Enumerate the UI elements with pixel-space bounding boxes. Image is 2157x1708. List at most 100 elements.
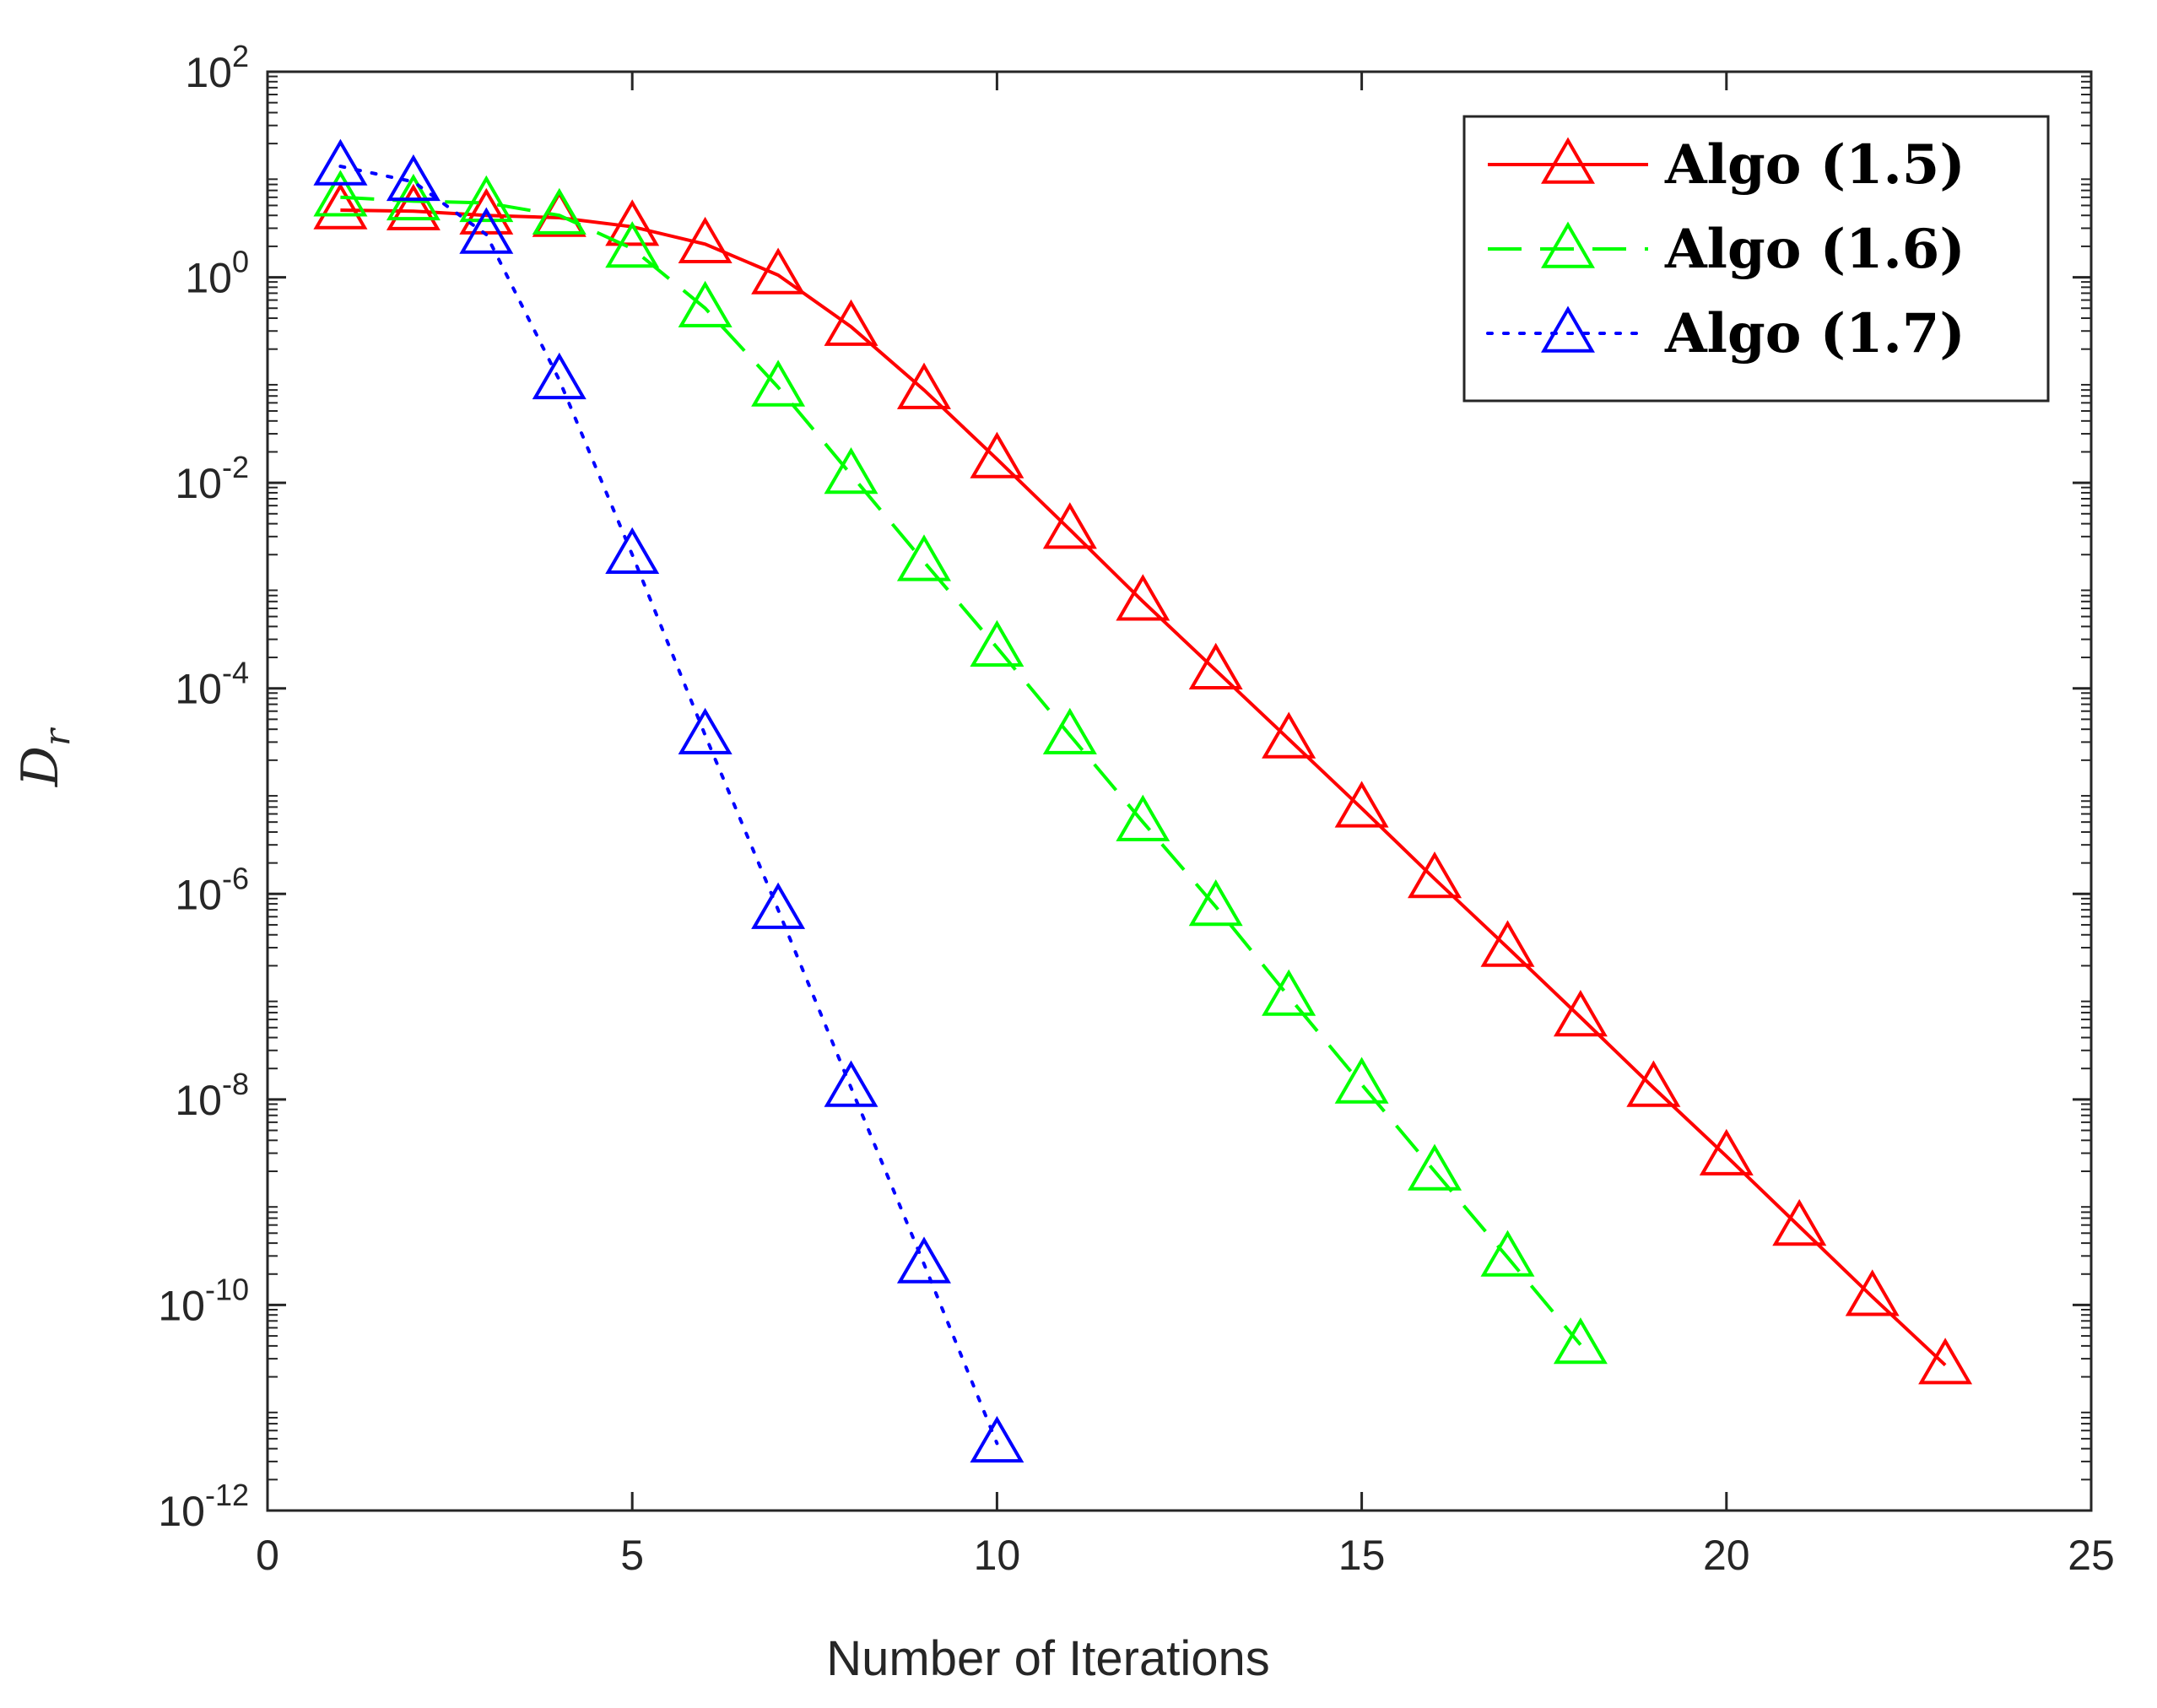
data-point-marker [386, 154, 441, 202]
data-point-marker [970, 431, 1024, 478]
data-point-marker [1042, 707, 1097, 754]
data-point-marker [1188, 642, 1243, 689]
data-point-marker [970, 619, 1024, 667]
y-tick-label-base: 10 [175, 871, 222, 918]
y-tick-label: 10-12 [158, 1478, 249, 1535]
data-point-marker [678, 707, 733, 754]
legend-marker [1541, 221, 1595, 268]
y-tick-label-base: 10 [158, 1282, 205, 1329]
data-point-marker [824, 447, 878, 495]
data-point-marker [1042, 502, 1097, 549]
axes-layer: 0 5 10 15 20 2510210010-210-410-610-810-1010-… [158, 39, 2114, 1579]
y-tick-label-base: 10 [185, 255, 232, 302]
plot-frame [266, 70, 2093, 1512]
data-point-marker [386, 183, 441, 230]
series-line [338, 165, 999, 1446]
data-point-marker [896, 534, 951, 581]
data-point-marker [1699, 1128, 1754, 1176]
y-tick-label-exponent: -12 [205, 1478, 249, 1512]
data-point-marker [1553, 990, 1608, 1037]
data-point-marker [313, 138, 368, 186]
data-point-marker [896, 362, 951, 409]
data-point-marker [459, 207, 514, 254]
y-tick-label: 102 [185, 39, 249, 96]
x-tick-label: 10 [974, 1532, 1021, 1579]
data-point-marker [1845, 1269, 1900, 1316]
data-point-marker [1626, 1060, 1681, 1107]
y-tick-label: 10-2 [175, 450, 249, 507]
data-point-marker [751, 882, 806, 929]
y-tick-label-base: 10 [175, 1077, 222, 1124]
x-tick-label: 15 [1338, 1532, 1386, 1579]
data-point-marker [1188, 879, 1243, 927]
data-point-marker [532, 352, 587, 400]
series-line [340, 208, 1947, 1367]
y-tick-label-exponent: -10 [205, 1272, 249, 1306]
data-point-marker [1408, 851, 1462, 899]
legend-entry: Algo (1.6) [1488, 218, 1965, 281]
legend-marker [1541, 305, 1595, 353]
data-point-marker [751, 359, 806, 407]
y-tick-label: 10-8 [175, 1067, 249, 1124]
x-tick-label: 25 [2068, 1532, 2115, 1579]
data-point-marker [896, 1236, 951, 1284]
x-axis-label: Number of Iterations [826, 1631, 1269, 1686]
data-point-marker [1116, 794, 1170, 841]
y-axis-label-subscript: r [36, 727, 78, 746]
series-layer [313, 138, 1973, 1463]
data-point-marker [1553, 1317, 1608, 1365]
legend-label: Algo (1.5) [1664, 133, 1965, 197]
data-point-marker [605, 199, 660, 246]
y-tick-label-base: 10 [175, 460, 222, 507]
y-tick-label-exponent: -6 [222, 861, 249, 895]
x-tick-label: 5 [620, 1532, 644, 1579]
data-point-marker [1918, 1338, 1973, 1385]
data-point-marker [824, 1060, 878, 1107]
legend-label: Algo (1.7) [1664, 302, 1965, 365]
x-tick-label: 0 [256, 1532, 279, 1579]
y-tick-label-base: 10 [175, 666, 222, 713]
data-point-marker [605, 527, 660, 574]
y-tick-label-exponent: 2 [232, 39, 249, 73]
legend: Algo (1.5) Algo (1.6) Algo (1.7) [1462, 115, 2050, 403]
data-point-marker [1408, 1143, 1462, 1191]
data-point-marker [1262, 969, 1316, 1016]
y-tick-label-exponent: 0 [232, 245, 249, 279]
y-tick-label: 10-4 [175, 656, 249, 713]
data-point-marker [1262, 711, 1316, 759]
legend-entry: Algo (1.5) [1488, 133, 1965, 197]
data-point-marker [313, 182, 368, 230]
data-point-marker [970, 1415, 1024, 1463]
data-point-marker [532, 187, 587, 235]
y-tick-label-exponent: -4 [222, 656, 249, 690]
legend-entry: Algo (1.7) [1486, 302, 1965, 365]
y-tick-label: 100 [185, 245, 249, 302]
y-tick-label: 10-10 [158, 1272, 249, 1329]
y-tick-label-base: 10 [158, 1488, 205, 1535]
data-point-marker [605, 221, 660, 268]
data-point-marker [1480, 920, 1535, 967]
y-axis-label-base: D [11, 746, 70, 787]
data-point-marker [751, 247, 806, 295]
legend-label: Algo (1.6) [1664, 218, 1965, 281]
x-tick-label: 20 [1703, 1532, 1750, 1579]
data-point-marker [1334, 781, 1389, 828]
y-tick-label-exponent: -2 [222, 450, 249, 484]
data-point-marker [313, 170, 368, 217]
y-tick-label: 10-6 [175, 861, 249, 918]
data-point-marker [824, 299, 878, 346]
data-point-marker [1772, 1198, 1827, 1246]
data-point-marker [678, 280, 733, 327]
y-axis-label: Dr [11, 727, 78, 787]
data-point-marker [1334, 1057, 1389, 1104]
series-0 [313, 182, 1973, 1385]
series-2 [313, 138, 1024, 1463]
data-point-marker [1480, 1230, 1535, 1277]
data-point-marker [1116, 574, 1170, 621]
y-tick-label-base: 10 [185, 49, 232, 96]
data-point-marker [678, 216, 733, 263]
series-line [340, 195, 1582, 1346]
legend-marker [1541, 137, 1595, 184]
y-tick-label-exponent: -8 [222, 1067, 249, 1101]
